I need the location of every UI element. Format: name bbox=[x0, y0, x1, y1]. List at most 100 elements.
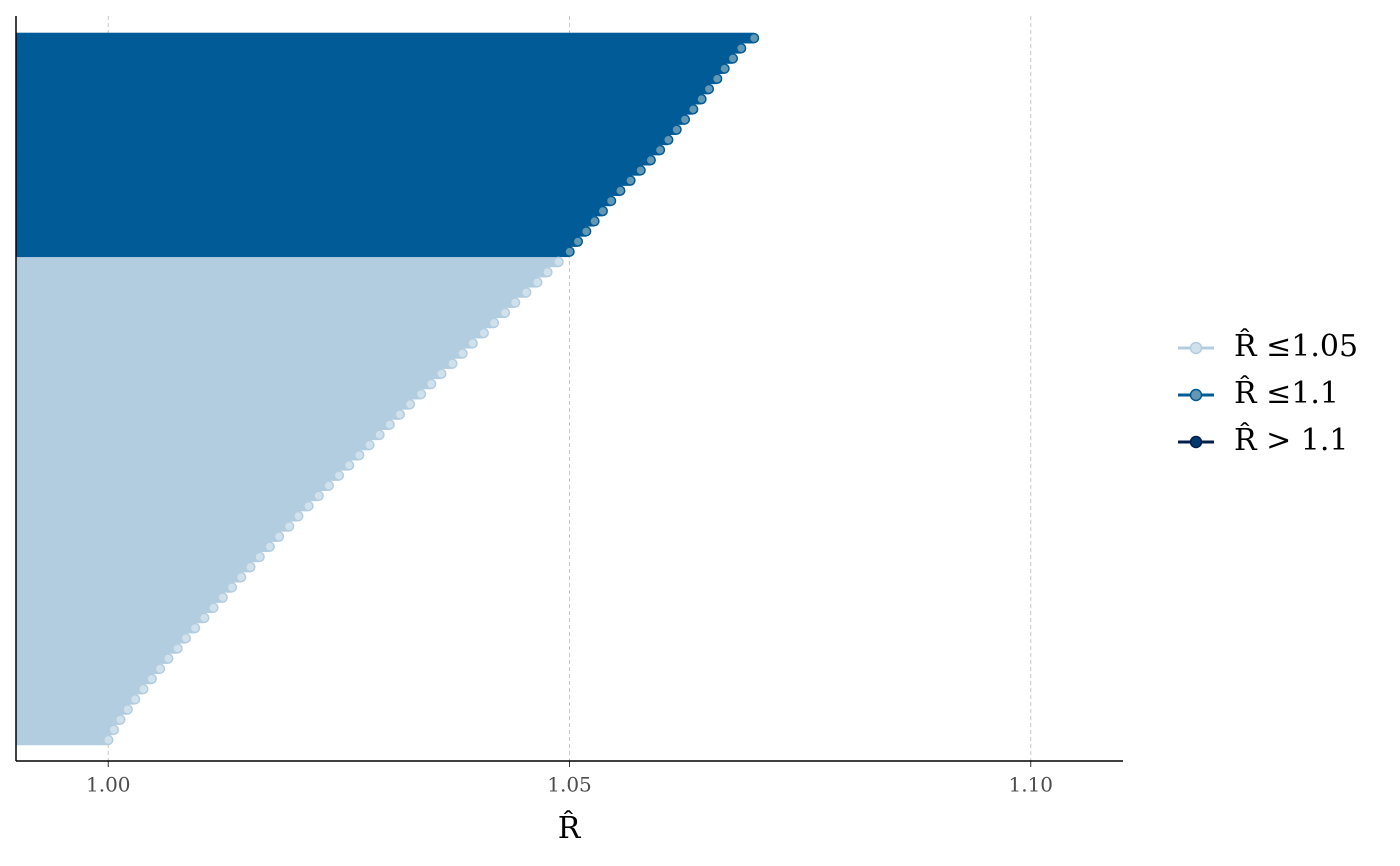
bar bbox=[16, 592, 223, 603]
point bbox=[226, 582, 238, 593]
bar bbox=[16, 378, 432, 390]
bar bbox=[16, 398, 410, 410]
bar bbox=[16, 724, 114, 736]
point bbox=[323, 480, 334, 491]
point bbox=[572, 236, 584, 247]
bar bbox=[16, 490, 319, 502]
bar bbox=[16, 185, 621, 197]
point bbox=[580, 226, 592, 237]
bar bbox=[16, 480, 329, 492]
bar bbox=[16, 205, 603, 217]
legend-point bbox=[1189, 341, 1203, 355]
point bbox=[162, 653, 174, 664]
point bbox=[597, 205, 608, 217]
point bbox=[542, 266, 553, 278]
bar bbox=[16, 337, 473, 349]
point bbox=[509, 297, 521, 308]
point bbox=[114, 714, 126, 725]
bar bbox=[16, 63, 725, 74]
point bbox=[687, 104, 699, 115]
bar bbox=[16, 144, 660, 156]
point bbox=[719, 63, 730, 74]
point bbox=[635, 165, 646, 176]
point bbox=[129, 693, 141, 705]
bar bbox=[16, 622, 195, 634]
point bbox=[748, 32, 760, 44]
bar bbox=[16, 42, 742, 54]
bar bbox=[16, 683, 144, 695]
point bbox=[122, 704, 133, 715]
bar bbox=[16, 500, 309, 512]
bar bbox=[16, 83, 709, 95]
point bbox=[671, 124, 682, 135]
point bbox=[364, 439, 375, 451]
bar bbox=[16, 581, 232, 593]
bar bbox=[16, 653, 169, 664]
point bbox=[564, 246, 575, 257]
bar bbox=[16, 642, 178, 654]
point bbox=[343, 460, 355, 471]
legend-point bbox=[1189, 435, 1203, 449]
bar bbox=[16, 286, 527, 298]
point bbox=[208, 602, 219, 613]
bar bbox=[16, 510, 299, 522]
point bbox=[404, 399, 416, 410]
bar bbox=[16, 164, 641, 176]
x-tick-label: 1.05 bbox=[547, 773, 592, 797]
bar bbox=[16, 73, 718, 85]
point bbox=[589, 215, 600, 227]
bar bbox=[16, 734, 109, 746]
legend-label: R̂ ≤1.05 bbox=[1234, 329, 1358, 364]
point bbox=[313, 490, 324, 502]
point bbox=[478, 327, 489, 339]
point bbox=[189, 622, 201, 634]
bar bbox=[16, 541, 270, 553]
point bbox=[703, 83, 715, 95]
point bbox=[645, 154, 656, 166]
point bbox=[531, 276, 543, 288]
point bbox=[374, 429, 385, 441]
bar bbox=[16, 714, 121, 725]
bar bbox=[16, 663, 160, 675]
bar bbox=[16, 348, 463, 359]
point bbox=[273, 531, 285, 542]
point bbox=[625, 175, 636, 186]
point bbox=[553, 256, 564, 268]
bar bbox=[16, 276, 538, 288]
legend-label: R̂ > 1.1 bbox=[1234, 423, 1349, 458]
bar bbox=[16, 215, 595, 227]
point bbox=[394, 409, 406, 420]
point bbox=[264, 541, 275, 552]
bar bbox=[16, 409, 400, 420]
point bbox=[333, 470, 345, 481]
point bbox=[520, 287, 532, 298]
x-tick-label: 1.10 bbox=[1008, 773, 1053, 797]
bar bbox=[16, 388, 421, 400]
point bbox=[146, 673, 157, 685]
point bbox=[353, 449, 365, 461]
bar bbox=[16, 93, 702, 105]
point bbox=[727, 53, 739, 64]
point bbox=[138, 683, 149, 695]
bar bbox=[16, 225, 587, 237]
bar bbox=[16, 154, 651, 166]
point bbox=[499, 307, 511, 318]
point bbox=[283, 521, 295, 532]
point bbox=[293, 510, 304, 522]
point bbox=[447, 358, 458, 369]
bar bbox=[16, 470, 339, 481]
bar bbox=[16, 439, 370, 451]
bar bbox=[16, 561, 251, 573]
bar bbox=[16, 266, 548, 278]
legend-label: R̂ ≤1.1 bbox=[1234, 376, 1339, 411]
x-axis-label: R̂ bbox=[558, 811, 582, 846]
bar bbox=[16, 693, 136, 705]
point bbox=[235, 571, 247, 583]
bar bbox=[16, 632, 186, 644]
bar bbox=[16, 419, 390, 430]
point bbox=[108, 724, 120, 735]
point bbox=[384, 419, 395, 430]
bar bbox=[16, 195, 612, 207]
